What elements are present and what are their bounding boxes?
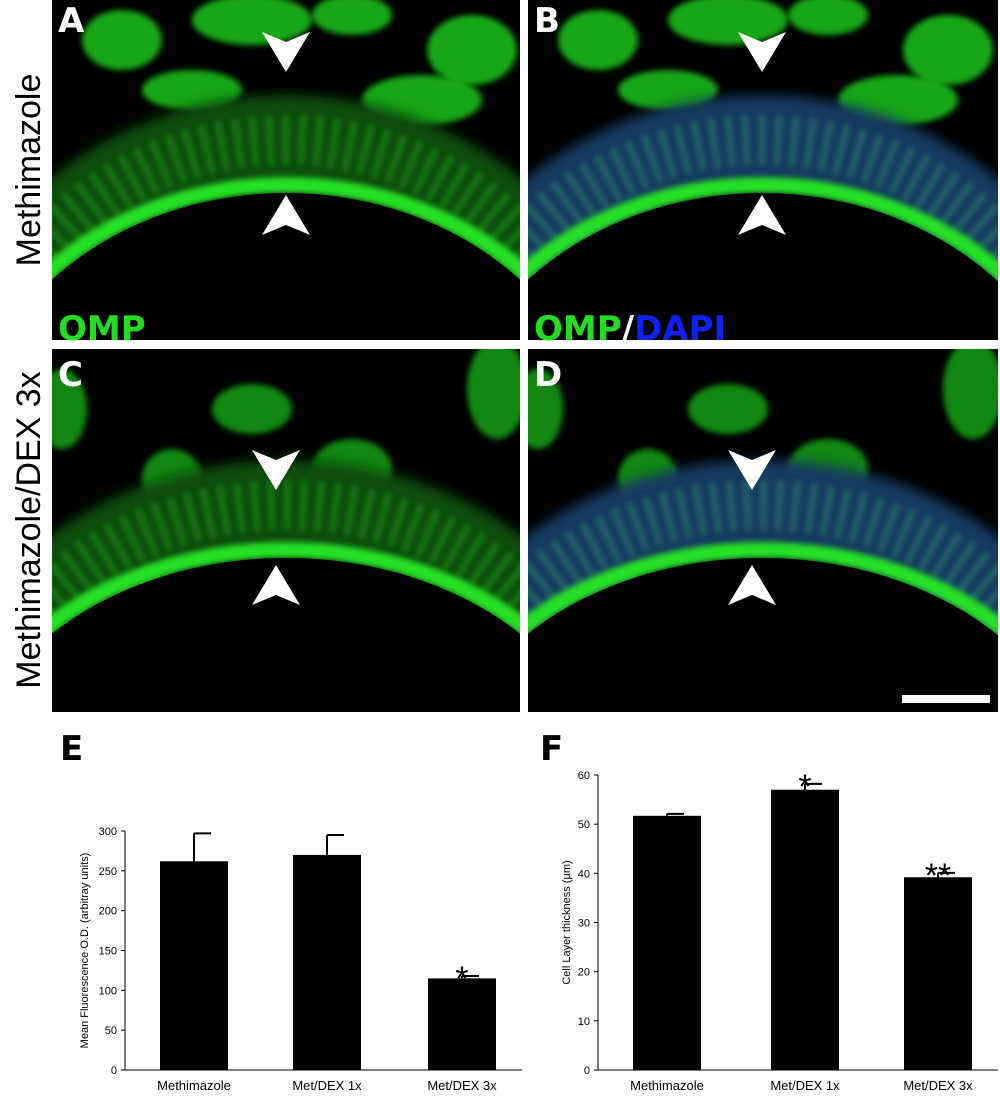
- bar: [771, 789, 839, 1070]
- stain-label: OMP/DAPI: [534, 309, 726, 349]
- y-tick-label: 50: [105, 1025, 117, 1037]
- bar: [633, 815, 701, 1070]
- tissue: [528, 369, 563, 449]
- epithelium-cells: [52, 115, 520, 275]
- stain-sep: /: [622, 309, 635, 349]
- panel-letter: E: [60, 729, 83, 769]
- tissue: [788, 0, 868, 35]
- bright-edge: [52, 177, 520, 280]
- tissue: [427, 15, 517, 85]
- stain-label: OMP: [58, 309, 146, 349]
- y-tick-label: 60: [578, 770, 590, 782]
- bar: [428, 978, 496, 1070]
- scale-bar: [902, 695, 990, 703]
- bright-edge: [528, 542, 998, 636]
- tissue: [192, 0, 312, 45]
- y-tick-label: 10: [578, 1016, 590, 1028]
- y-tick-label: 20: [578, 967, 590, 979]
- epithelium-cells: [528, 115, 998, 277]
- tissue: [312, 0, 392, 35]
- y-tick-label: 30: [578, 918, 590, 930]
- arrowhead: [728, 450, 776, 490]
- micrograph: [52, 349, 520, 712]
- tissue: [903, 15, 993, 85]
- y-axis-label: Mean Fluorescence O.D. (arbitray units): [79, 853, 91, 1049]
- arrowhead: [252, 565, 300, 605]
- tissue: [52, 369, 87, 449]
- y-tick-label: 100: [99, 985, 117, 997]
- epithelium-cells: [52, 480, 520, 627]
- tissue: [668, 0, 788, 45]
- micrograph: [528, 0, 998, 340]
- y-tick-label: 40: [578, 868, 590, 880]
- arrowhead: [262, 32, 310, 72]
- arrowhead: [262, 195, 310, 235]
- stain: DAPI: [634, 309, 726, 349]
- panel-letter: F: [540, 729, 563, 769]
- panel-letter: C: [58, 355, 83, 395]
- micrograph: [528, 349, 998, 712]
- row-label: Methimazole: [10, 74, 48, 267]
- lumen: [528, 193, 998, 340]
- y-tick-label: 0: [111, 1065, 117, 1077]
- micrograph: [52, 0, 520, 340]
- significance: **: [925, 857, 951, 895]
- x-tick-label: Met/DEX 1x: [770, 1078, 840, 1093]
- arrowhead: [728, 565, 776, 605]
- bar: [293, 854, 361, 1070]
- bright-edge: [52, 542, 520, 634]
- tissue: [558, 10, 638, 70]
- tissue: [943, 349, 998, 439]
- stain: OMP: [534, 309, 622, 349]
- y-tick-label: 250: [99, 866, 117, 878]
- x-tick-label: Methimazole: [630, 1078, 704, 1093]
- arrowhead: [738, 195, 786, 235]
- y-tick-label: 150: [99, 946, 117, 958]
- x-tick-label: Met/DEX 3x: [903, 1078, 973, 1093]
- tissue: [82, 10, 162, 70]
- y-tick-label: 300: [99, 826, 117, 838]
- panel-letter: D: [534, 355, 562, 395]
- tissue: [142, 70, 242, 110]
- charts: E Mean Fluorescence O.D. (arbitray units)…: [60, 729, 998, 1093]
- x-tick-label: Met/DEX 1x: [292, 1078, 362, 1093]
- epithelium-cells: [528, 480, 998, 630]
- y-axis-label: Cell Layer thickness (µm): [561, 860, 573, 984]
- panel-letter: A: [58, 1, 85, 41]
- x-tick-label: Methimazole: [157, 1078, 231, 1093]
- bar: [160, 861, 228, 1070]
- lumen: [52, 193, 520, 340]
- arrowhead: [252, 450, 300, 490]
- y-tick-label: 50: [578, 819, 590, 831]
- tissue: [688, 384, 768, 434]
- lumen: [528, 558, 998, 712]
- panel-letter: B: [534, 1, 560, 41]
- y-tick-label: 0: [584, 1065, 590, 1077]
- y-tick-label: 200: [99, 906, 117, 918]
- significance: *: [455, 960, 468, 998]
- lumen: [52, 558, 520, 712]
- tissue: [467, 349, 520, 439]
- row-label: Methimazole/DEX 3x: [10, 371, 48, 688]
- tissue: [212, 384, 292, 434]
- arrowhead: [738, 32, 786, 72]
- stain: OMP: [58, 309, 146, 349]
- significance: *: [798, 768, 811, 806]
- x-tick-label: Met/DEX 3x: [427, 1078, 497, 1093]
- tissue: [618, 70, 718, 110]
- bright-edge: [528, 177, 998, 282]
- bar: [904, 877, 972, 1070]
